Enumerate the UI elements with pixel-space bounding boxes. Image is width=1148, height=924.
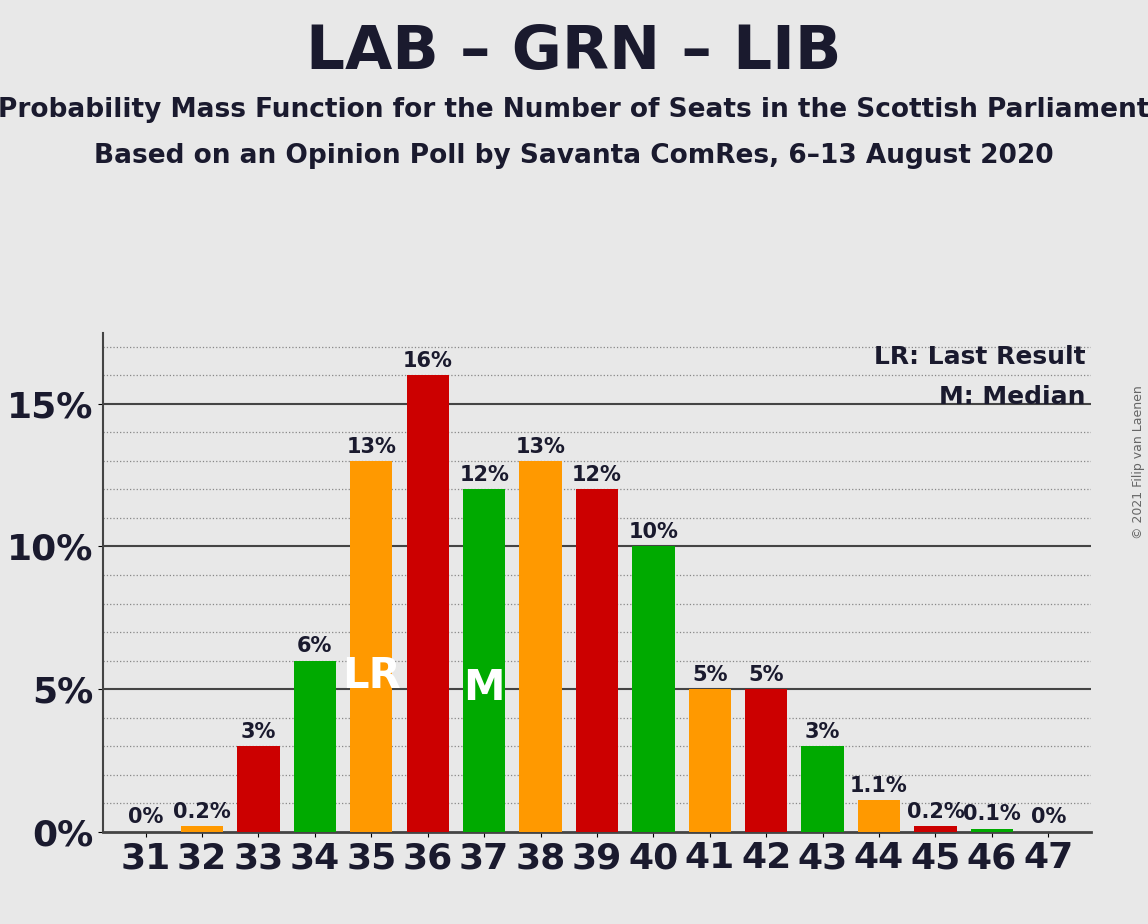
Text: M: M: [464, 667, 505, 709]
Text: LR: Last Result: LR: Last Result: [874, 345, 1086, 369]
Text: 5%: 5%: [692, 664, 728, 685]
Text: M: Median: M: Median: [939, 385, 1086, 409]
Bar: [463, 490, 505, 832]
Text: LAB – GRN – LIB: LAB – GRN – LIB: [307, 23, 841, 82]
Bar: [406, 375, 449, 832]
Text: 3%: 3%: [805, 722, 840, 742]
Bar: [858, 800, 900, 832]
Bar: [294, 661, 336, 832]
Text: Based on an Opinion Poll by Savanta ComRes, 6–13 August 2020: Based on an Opinion Poll by Savanta ComR…: [94, 143, 1054, 169]
Text: 0.2%: 0.2%: [907, 802, 964, 821]
Text: Probability Mass Function for the Number of Seats in the Scottish Parliament: Probability Mass Function for the Number…: [0, 97, 1148, 123]
Text: 10%: 10%: [628, 522, 678, 542]
Text: 5%: 5%: [748, 664, 784, 685]
Text: 0.1%: 0.1%: [963, 805, 1021, 824]
Bar: [350, 461, 393, 832]
Text: 6%: 6%: [297, 637, 333, 656]
Text: © 2021 Filip van Laenen: © 2021 Filip van Laenen: [1132, 385, 1146, 539]
Text: LR: LR: [342, 655, 401, 697]
Bar: [971, 829, 1013, 832]
Text: 13%: 13%: [515, 437, 566, 456]
Bar: [519, 461, 561, 832]
Bar: [914, 826, 956, 832]
Bar: [689, 689, 731, 832]
Text: 12%: 12%: [572, 465, 622, 485]
Text: 12%: 12%: [459, 465, 509, 485]
Text: 0.2%: 0.2%: [173, 802, 231, 821]
Text: 16%: 16%: [403, 351, 452, 371]
Bar: [576, 490, 618, 832]
Text: 0%: 0%: [127, 808, 163, 827]
Bar: [238, 746, 280, 832]
Text: 1.1%: 1.1%: [851, 776, 908, 796]
Bar: [633, 546, 675, 832]
Bar: [181, 826, 223, 832]
Bar: [745, 689, 788, 832]
Text: 3%: 3%: [241, 722, 277, 742]
Bar: [801, 746, 844, 832]
Text: 0%: 0%: [1031, 808, 1066, 827]
Text: 13%: 13%: [347, 437, 396, 456]
